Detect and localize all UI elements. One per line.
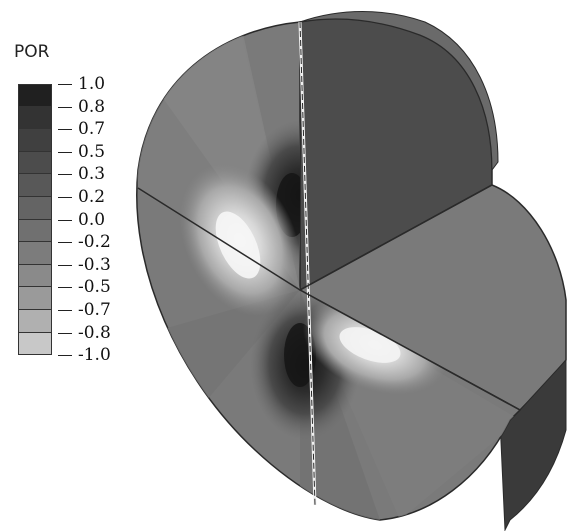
legend-label: 0.2: [78, 187, 106, 207]
legend-label: -0.5: [78, 277, 111, 298]
legend-label: -0.3: [78, 254, 111, 275]
partition-diagonal-left: [137, 187, 301, 291]
color-legend: [18, 84, 52, 356]
partition-top-right: [299, 184, 493, 291]
legend-label: -0.2: [78, 232, 111, 253]
legend-label: -0.7: [78, 300, 111, 320]
partition-vertical: [298, 21, 317, 506]
face-right-side: [499, 358, 567, 531]
face-top-rim: [299, 11, 499, 172]
legend-tick: [58, 287, 72, 289]
legend-swatch: [18, 264, 52, 288]
legend-swatch: [18, 242, 52, 265]
legend-label: -1.0: [78, 345, 111, 366]
legend-swatch: [18, 309, 52, 333]
legend-swatch: [18, 219, 52, 243]
legend-tick: [58, 151, 72, 153]
legend-label: 0.7: [78, 119, 106, 140]
legend-tick: [58, 106, 72, 108]
legend-swatch: [18, 287, 52, 310]
legend-tick: [58, 310, 72, 311]
legend-label: 0.0: [78, 209, 106, 230]
legend-tick: [58, 129, 72, 131]
legend-label: 0.3: [78, 164, 106, 185]
legend-tick: [58, 174, 72, 176]
legend-label: 0.5: [78, 141, 106, 162]
legend-swatch: [18, 332, 52, 356]
legend-tick: [58, 242, 72, 244]
legend-tick: [58, 264, 72, 266]
legend-swatch: [18, 84, 52, 107]
legend-label: 1.0: [78, 74, 106, 94]
legend-label: 0.8: [78, 96, 106, 117]
legend-swatch: [18, 196, 52, 220]
legend-label: -0.8: [78, 322, 111, 343]
legend-tick: [58, 355, 72, 357]
legend-swatch: [18, 129, 52, 152]
legend-title: POR: [14, 42, 50, 62]
legend-tick: [58, 197, 72, 198]
legend-swatch: [18, 151, 52, 175]
legend-tick: [58, 219, 72, 221]
legend-tick: [58, 84, 72, 85]
partition-diagonal-right: [299, 289, 521, 411]
legend-tick: [58, 332, 72, 334]
legend-swatch: [18, 106, 52, 130]
legend-swatch: [18, 174, 52, 197]
